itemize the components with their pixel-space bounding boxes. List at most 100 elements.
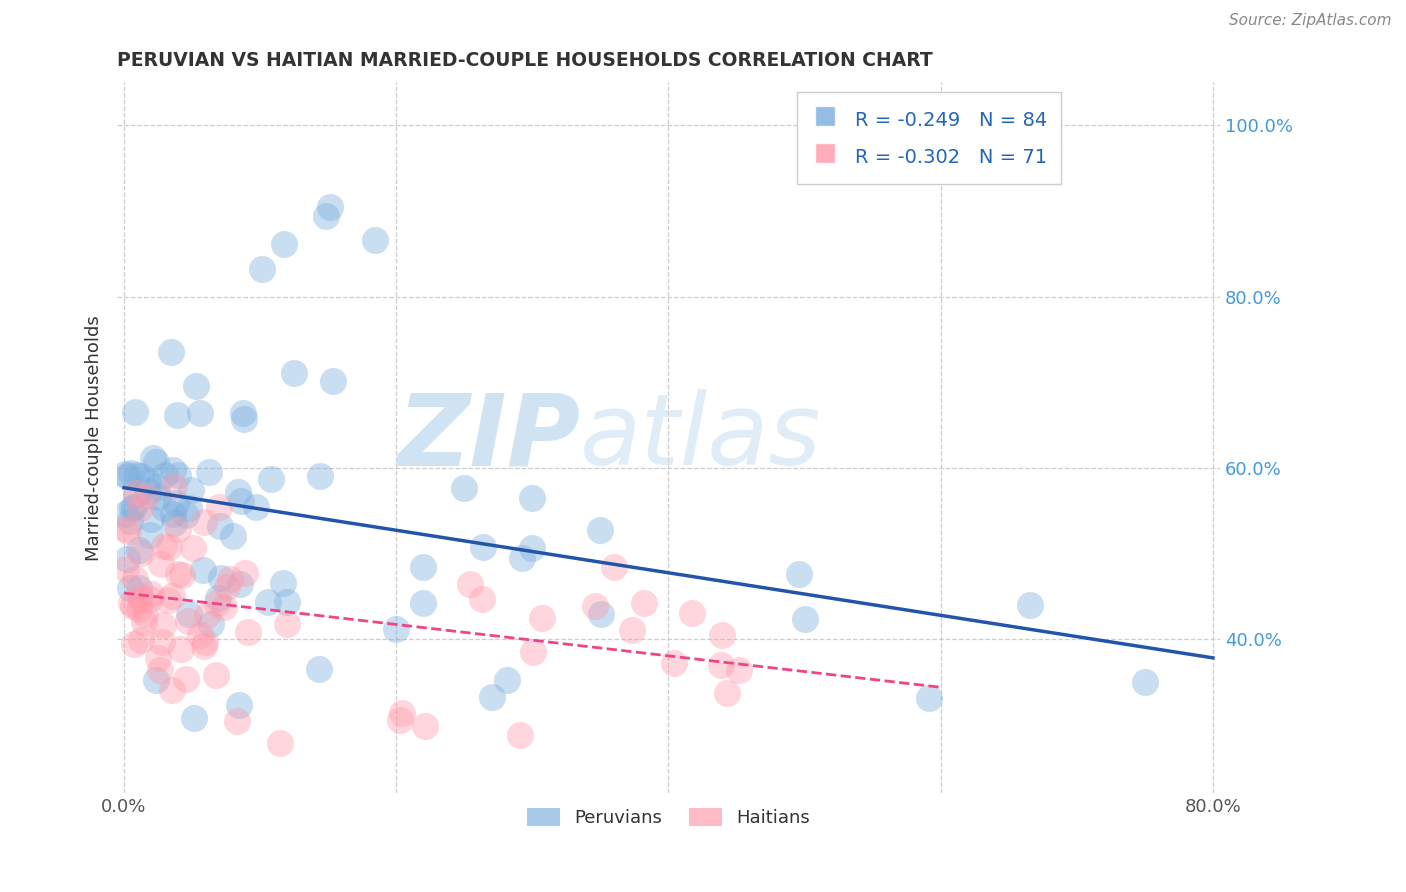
Point xyxy=(250,262,273,277)
Point xyxy=(165,496,187,510)
Point xyxy=(589,523,612,537)
Point xyxy=(128,581,150,595)
Point xyxy=(162,683,184,698)
Point xyxy=(205,668,228,682)
Point xyxy=(146,480,169,494)
Point xyxy=(149,557,172,571)
Point xyxy=(188,406,211,420)
Point xyxy=(198,465,221,479)
Point xyxy=(591,607,613,621)
Point xyxy=(135,489,157,503)
Point xyxy=(134,615,156,629)
Point xyxy=(163,516,186,530)
Point xyxy=(167,522,190,536)
Point xyxy=(139,591,162,606)
Point xyxy=(315,209,337,223)
Point xyxy=(522,645,544,659)
Point xyxy=(138,475,160,489)
Point xyxy=(125,488,148,502)
Point xyxy=(271,576,294,591)
Point xyxy=(129,592,152,607)
Point xyxy=(139,512,162,526)
Point xyxy=(122,637,145,651)
Point xyxy=(124,500,146,514)
Point xyxy=(208,518,231,533)
Point xyxy=(195,608,218,623)
Point xyxy=(212,599,235,614)
Point xyxy=(510,551,533,566)
Legend: Peruvians, Haitians: Peruvians, Haitians xyxy=(520,800,817,834)
Point xyxy=(180,483,202,497)
Point xyxy=(177,500,200,515)
Point xyxy=(115,562,138,576)
Point xyxy=(245,500,267,515)
Point xyxy=(129,590,152,604)
Point xyxy=(166,566,188,581)
Point xyxy=(716,686,738,700)
Point xyxy=(117,524,139,538)
Point xyxy=(232,406,254,420)
Point xyxy=(276,617,298,632)
Point xyxy=(481,690,503,704)
Point xyxy=(181,541,204,556)
Point xyxy=(207,591,229,606)
Point xyxy=(166,409,188,423)
Point xyxy=(174,672,197,686)
Point xyxy=(177,614,200,628)
Point xyxy=(1133,675,1156,690)
Point xyxy=(225,714,247,728)
Point xyxy=(194,634,217,648)
Point xyxy=(125,485,148,500)
Point xyxy=(259,472,281,486)
Point xyxy=(222,529,245,543)
Y-axis label: Married-couple Households: Married-couple Households xyxy=(86,315,103,561)
Point xyxy=(129,500,152,515)
Point xyxy=(122,599,145,614)
Point xyxy=(522,491,544,506)
Point xyxy=(228,698,250,712)
Point xyxy=(142,450,165,465)
Point xyxy=(283,366,305,380)
Point xyxy=(193,640,215,654)
Point xyxy=(114,467,136,482)
Point xyxy=(149,663,172,677)
Point xyxy=(145,455,167,469)
Point xyxy=(662,656,685,670)
Point xyxy=(633,596,655,610)
Point xyxy=(233,412,256,426)
Point xyxy=(583,599,606,613)
Text: PERUVIAN VS HAITIAN MARRIED-COUPLE HOUSEHOLDS CORRELATION CHART: PERUVIAN VS HAITIAN MARRIED-COUPLE HOUSE… xyxy=(117,51,934,70)
Point xyxy=(200,616,222,631)
Point xyxy=(681,606,703,620)
Point xyxy=(120,596,142,610)
Point xyxy=(319,200,342,214)
Point xyxy=(120,514,142,528)
Point xyxy=(273,236,295,251)
Point xyxy=(183,711,205,725)
Point xyxy=(711,628,734,642)
Point xyxy=(385,622,408,636)
Point xyxy=(471,592,494,607)
Point xyxy=(155,467,177,482)
Point xyxy=(120,466,142,480)
Point xyxy=(509,728,531,742)
Point xyxy=(207,596,229,610)
Point xyxy=(621,623,644,637)
Point xyxy=(160,589,183,603)
Point xyxy=(170,642,193,657)
Point xyxy=(364,233,387,247)
Point xyxy=(391,706,413,721)
Point xyxy=(141,587,163,601)
Point xyxy=(120,582,142,596)
Point xyxy=(209,571,232,585)
Text: atlas: atlas xyxy=(581,389,823,486)
Point xyxy=(139,527,162,541)
Point xyxy=(269,736,291,750)
Point xyxy=(787,567,810,582)
Point xyxy=(117,551,139,566)
Point xyxy=(114,508,136,522)
Point xyxy=(124,572,146,586)
Point xyxy=(145,673,167,687)
Point xyxy=(129,633,152,648)
Point xyxy=(458,577,481,591)
